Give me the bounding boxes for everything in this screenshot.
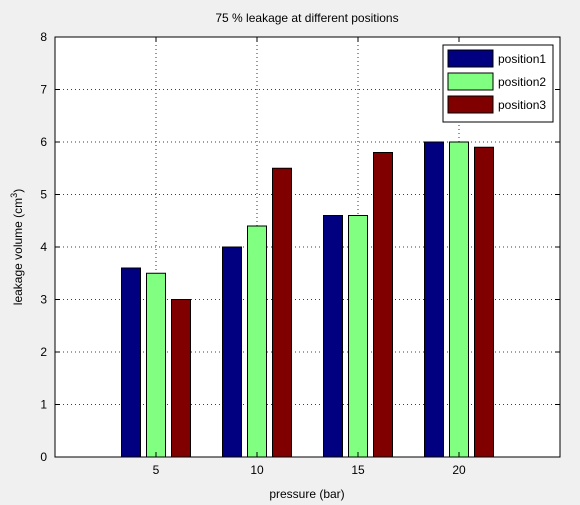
y-tick-label: 4 bbox=[40, 240, 47, 254]
legend-swatch-position1 bbox=[447, 49, 494, 68]
legend-swatch-position2 bbox=[447, 72, 494, 91]
axis-ticks: 0 1 2 3 4 5 6 7 8 5 10 15 20 bbox=[40, 30, 560, 477]
x-tick-label: 5 bbox=[153, 463, 160, 477]
bar-position1-15 bbox=[323, 215, 343, 458]
y-tick-label: 5 bbox=[40, 188, 47, 202]
bar-position3-20 bbox=[474, 146, 494, 458]
y-tick-label: 1 bbox=[40, 398, 47, 412]
y-tick-label: 2 bbox=[40, 345, 47, 359]
y-axis-label-superscript: 3 bbox=[9, 193, 19, 198]
legend-swatch-position3 bbox=[447, 95, 494, 114]
y-axis-label-main: leakage volume (cm bbox=[11, 198, 25, 305]
bar-position3-15 bbox=[373, 152, 393, 458]
legend-label-position2: position2 bbox=[498, 75, 546, 89]
x-tick-label: 10 bbox=[250, 463, 264, 477]
chart-title: 75 % leakage at different positions bbox=[215, 11, 398, 25]
y-axis-label: leakage volume (cm3) bbox=[9, 189, 25, 305]
x-tick-label: 15 bbox=[351, 463, 365, 477]
bar-position2-20 bbox=[449, 141, 469, 458]
bars bbox=[121, 141, 494, 458]
y-tick-label: 3 bbox=[40, 293, 47, 307]
bar-position2-15 bbox=[348, 215, 368, 458]
y-tick-label: 7 bbox=[40, 83, 47, 97]
x-tick-label: 20 bbox=[452, 463, 466, 477]
y-tick-label: 0 bbox=[40, 450, 47, 464]
legend-label-position3: position3 bbox=[498, 98, 546, 112]
bar-position1-10 bbox=[222, 246, 242, 458]
legend: position1 position2 position3 bbox=[442, 44, 554, 123]
bar-position1-5 bbox=[121, 267, 141, 458]
bar-position3-10 bbox=[272, 167, 292, 458]
legend-label-position1: position1 bbox=[498, 52, 546, 66]
bar-position3-5 bbox=[171, 299, 191, 458]
bar-position2-5 bbox=[146, 272, 166, 458]
y-tick-label: 8 bbox=[40, 30, 47, 44]
bar-position2-10 bbox=[247, 225, 267, 458]
y-tick-label: 6 bbox=[40, 135, 47, 149]
y-axis-label-close: ) bbox=[11, 189, 25, 193]
bar-position1-20 bbox=[424, 141, 444, 458]
x-axis-label: pressure (bar) bbox=[269, 487, 344, 501]
